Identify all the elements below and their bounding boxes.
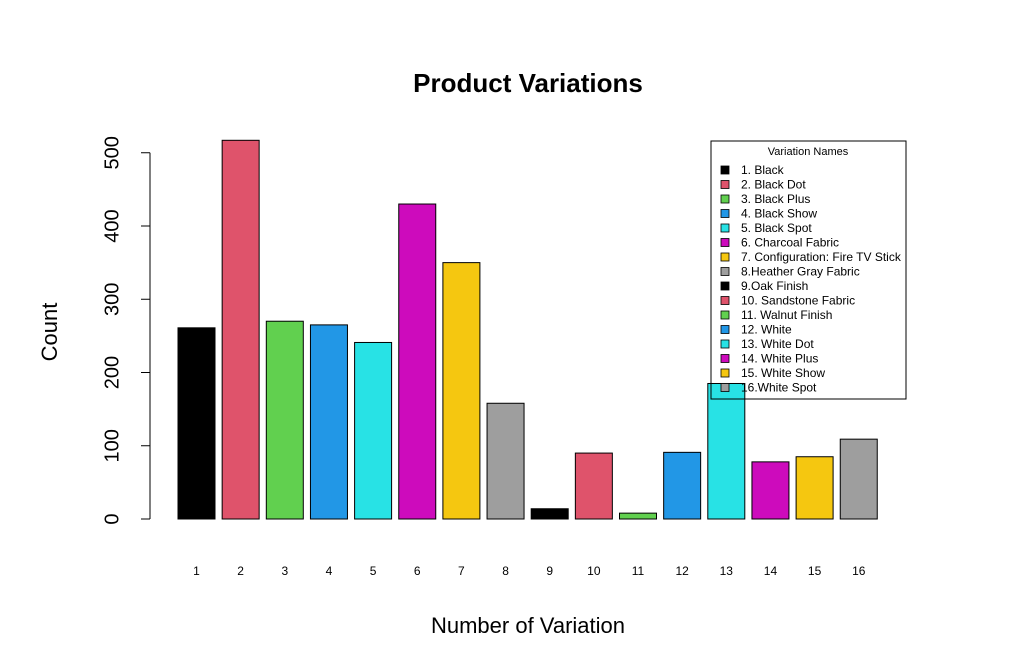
legend-entry: 8.Heather Gray Fabric — [741, 265, 860, 279]
bar-16 — [839, 438, 878, 520]
legend-entry: 4. Black Show — [741, 207, 817, 221]
x-tick-label: 12 — [675, 564, 689, 578]
y-axis: 0 100 200 300 400 500 — [101, 136, 151, 525]
x-tick-label: 16 — [852, 564, 866, 578]
x-tick-label: 3 — [281, 564, 288, 578]
bar-11 — [619, 512, 657, 520]
bar-14 — [751, 461, 790, 520]
bar-6 — [398, 203, 437, 520]
legend-entry: 1. Black — [741, 163, 785, 177]
legend-entry: 10. Sandstone Fabric — [741, 294, 855, 308]
legend-swatch — [720, 238, 730, 247]
bar-9 — [530, 508, 569, 520]
legend-entry: 9.Oak Finish — [741, 279, 808, 293]
legend-entry: 6. Charcoal Fabric — [741, 236, 839, 250]
legend-swatch — [720, 223, 730, 233]
x-tick-label: 13 — [720, 564, 734, 578]
bar-3 — [265, 320, 304, 520]
bar-10 — [574, 452, 613, 520]
x-tick-label: 1 — [193, 564, 200, 578]
x-tick-label: 6 — [414, 564, 421, 578]
legend-entry: 14. White Plus — [741, 352, 818, 366]
legend-swatch — [720, 325, 730, 334]
x-tick-label: 8 — [502, 564, 509, 578]
y-tick-label: 100 — [101, 429, 123, 462]
chart-title: Product Variations — [413, 68, 643, 98]
y-axis-title: Count — [37, 303, 62, 362]
legend-entry: 15. White Show — [741, 366, 825, 380]
bar-7 — [442, 262, 481, 520]
bar-2 — [221, 139, 260, 520]
legend-swatch — [720, 165, 730, 175]
legend-swatch — [720, 252, 730, 262]
legend-entry: 2. Black Dot — [741, 178, 806, 192]
legend-swatch — [720, 180, 730, 189]
legend-swatch — [720, 296, 730, 305]
bars-group — [177, 139, 878, 520]
bar-8 — [486, 402, 525, 520]
legend-entry: 13. White Dot — [741, 337, 814, 351]
bar-5 — [354, 341, 393, 520]
x-tick-label: 9 — [546, 564, 553, 578]
y-tick-label: 500 — [101, 136, 123, 169]
legend-swatch — [720, 194, 730, 204]
legend-entry: 5. Black Spot — [741, 221, 812, 235]
x-axis-title: Number of Variation — [431, 613, 625, 638]
x-tick-label: 4 — [326, 564, 333, 578]
y-tick-label: 0 — [101, 513, 123, 524]
legend-swatch — [720, 339, 730, 349]
legend-swatch — [720, 354, 730, 363]
legend-swatch — [720, 281, 730, 291]
legend-swatch — [720, 209, 730, 218]
x-tick-label: 10 — [587, 564, 601, 578]
x-tick-label: 7 — [458, 564, 465, 578]
y-tick-label: 400 — [101, 209, 123, 242]
legend-swatch — [720, 267, 730, 276]
legend-entry: 11. Walnut Finish — [741, 308, 832, 322]
bar-1 — [177, 327, 216, 520]
legend-title: Variation Names — [768, 146, 849, 158]
x-tick-label: 5 — [370, 564, 377, 578]
bar-4 — [309, 324, 348, 520]
x-tick-label: 2 — [237, 564, 244, 578]
x-tick-label: 15 — [808, 564, 822, 578]
legend-entry: 7. Configuration: Fire TV Stick — [741, 250, 902, 264]
x-tick-label: 11 — [632, 564, 645, 578]
y-tick-label: 300 — [101, 283, 123, 316]
legend-box — [710, 140, 907, 400]
legend-swatch — [720, 368, 730, 378]
bar-12 — [663, 451, 702, 520]
legend-swatch — [720, 310, 730, 320]
bar-13 — [707, 382, 746, 520]
y-tick-label: 200 — [101, 356, 123, 389]
legend-swatch — [720, 383, 730, 392]
legend-entry: 12. White — [741, 323, 792, 337]
legend-entry: 16.White Spot — [741, 381, 817, 395]
x-tick-label: 14 — [764, 564, 778, 578]
legend-entry: 3. Black Plus — [741, 192, 810, 206]
bar-15 — [795, 456, 834, 520]
x-tick-labels: 1 2 3 4 5 6 7 8 9 10 11 12 13 14 15 16 — [193, 564, 866, 578]
